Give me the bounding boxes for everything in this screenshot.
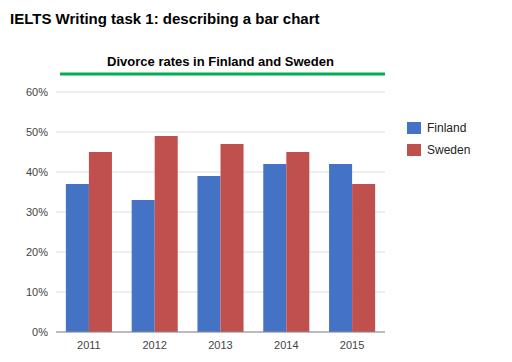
title-underline [60,73,385,76]
y-tick-label: 30% [26,206,48,218]
bar [155,136,178,332]
bar [286,152,309,332]
grid-line [56,92,385,93]
bars [66,136,375,332]
y-tick-label: 60% [26,86,48,98]
legend-swatch [407,144,421,156]
legend: Finland Sweden [407,121,470,157]
y-tick-label: 10% [26,286,48,298]
x-tick-label: 2012 [142,339,166,351]
y-tick-label: 50% [26,126,48,138]
bar [352,184,375,332]
x-axis: 2011 2012 2013 2014 2015 [56,332,385,351]
bar [329,164,352,332]
y-tick-label: 20% [26,246,48,258]
x-tick-label: 2011 [77,339,101,351]
y-tick-label: 40% [26,166,48,178]
bar [89,152,112,332]
x-tick-label: 2015 [340,339,364,351]
bar [66,184,89,332]
x-tick-label: 2013 [208,339,232,351]
legend-label: Finland [427,121,466,135]
bar [132,200,155,332]
subtitle: IELTS Writing task 1: describing a bar c… [10,10,320,27]
x-tick-label: 2014 [274,339,298,351]
grid-line [56,132,385,133]
y-axis: 0% 10% 20% 30% 40% 50% 60% [26,86,385,338]
chart: IELTS Writing task 1: describing a bar c… [0,0,512,362]
y-tick-label: 0% [32,326,48,338]
legend-swatch [407,122,421,134]
bar [221,144,244,332]
grid-line [56,332,385,333]
title: Divorce rates in Finland and Sweden [107,54,334,69]
x-axis-line [56,332,385,333]
bar [263,164,286,332]
legend-label: Sweden [427,143,470,157]
bar [197,176,220,332]
